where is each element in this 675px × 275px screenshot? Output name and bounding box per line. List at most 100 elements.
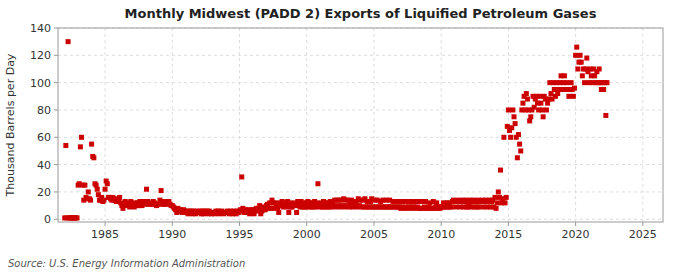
grid-line-y [58,219,663,220]
point [601,87,606,92]
point [584,56,589,61]
x-tick [575,222,576,226]
plot-frame [58,28,663,222]
point [580,73,585,78]
point [315,181,320,186]
grid-line-y [58,109,663,110]
y-tick [54,28,58,29]
point [520,101,525,106]
point [573,53,578,58]
grid-line-x [105,28,106,222]
x-tick [306,222,307,226]
point [78,144,83,149]
point [159,188,164,193]
y-tick-label: 20 [37,186,51,199]
y-tick-label: 100 [30,77,51,90]
x-tick-label: 2020 [562,228,590,241]
point [89,142,94,147]
point [524,91,529,96]
grid-line-x [642,28,643,222]
x-tick-label: 1985 [91,228,119,241]
grid-line-y [58,55,663,56]
point [597,66,602,71]
grid-line-x [373,28,374,222]
point [518,148,523,153]
point [517,142,522,147]
x-tick-label: 1995 [226,228,254,241]
x-tick [642,222,643,226]
y-tick [54,55,58,56]
x-tick [105,222,106,226]
point [578,53,583,58]
y-tick [54,164,58,165]
x-tick-label: 2005 [360,228,388,241]
axes: 0204060801001201401985199019952000200520… [30,22,657,241]
x-tick-label: 2025 [629,228,657,241]
grid-line-y [58,164,663,165]
point [79,135,84,140]
point [572,86,577,91]
point [449,204,454,209]
point [513,121,518,126]
point [562,73,567,78]
y-tick-label: 60 [37,131,51,144]
point [525,97,530,102]
point [408,199,413,204]
point [510,107,515,112]
y-tick [54,191,58,192]
point [396,199,401,204]
point [477,204,482,209]
point [564,80,569,85]
y-axis-label: Thousand Barrels per Day [4,53,17,197]
point [528,114,533,119]
chart: 0204060801001201401985199019952000200520… [0,0,675,275]
y-tick [54,219,58,220]
y-tick [54,82,58,83]
point [501,135,506,140]
point [95,187,100,192]
point [82,183,87,188]
point [496,189,501,194]
point [117,195,122,200]
point [508,135,513,140]
y-tick [54,137,58,138]
y-tick-label: 80 [37,104,51,117]
grid-line-x [441,28,442,222]
point [569,80,574,85]
point [75,215,80,220]
point [538,101,543,106]
point [582,80,587,85]
point [495,200,500,205]
x-tick-label: 2015 [494,228,522,241]
point [286,210,291,215]
point [404,199,409,204]
y-tick-label: 140 [30,22,51,35]
point [574,45,579,50]
grid-line-x [306,28,307,222]
point [453,204,458,209]
point [537,94,542,99]
point [492,195,497,200]
grid [58,28,663,222]
x-tick-label: 1990 [158,228,186,241]
chart-container: 0204060801001201401985199019952000200520… [0,0,675,275]
point [105,181,110,186]
point [571,94,576,99]
point [579,60,584,65]
grid-line-x [172,28,173,222]
point [494,206,499,211]
point [544,107,549,112]
point [515,155,520,160]
x-tick [172,222,173,226]
point [540,107,545,112]
y-tick [54,109,58,110]
point [63,143,68,148]
point [91,155,96,160]
point [575,66,580,71]
point [101,198,106,203]
point [294,210,299,215]
y-tick-label: 120 [30,49,51,62]
x-tick [373,222,374,226]
point [66,39,71,44]
point [566,94,571,99]
